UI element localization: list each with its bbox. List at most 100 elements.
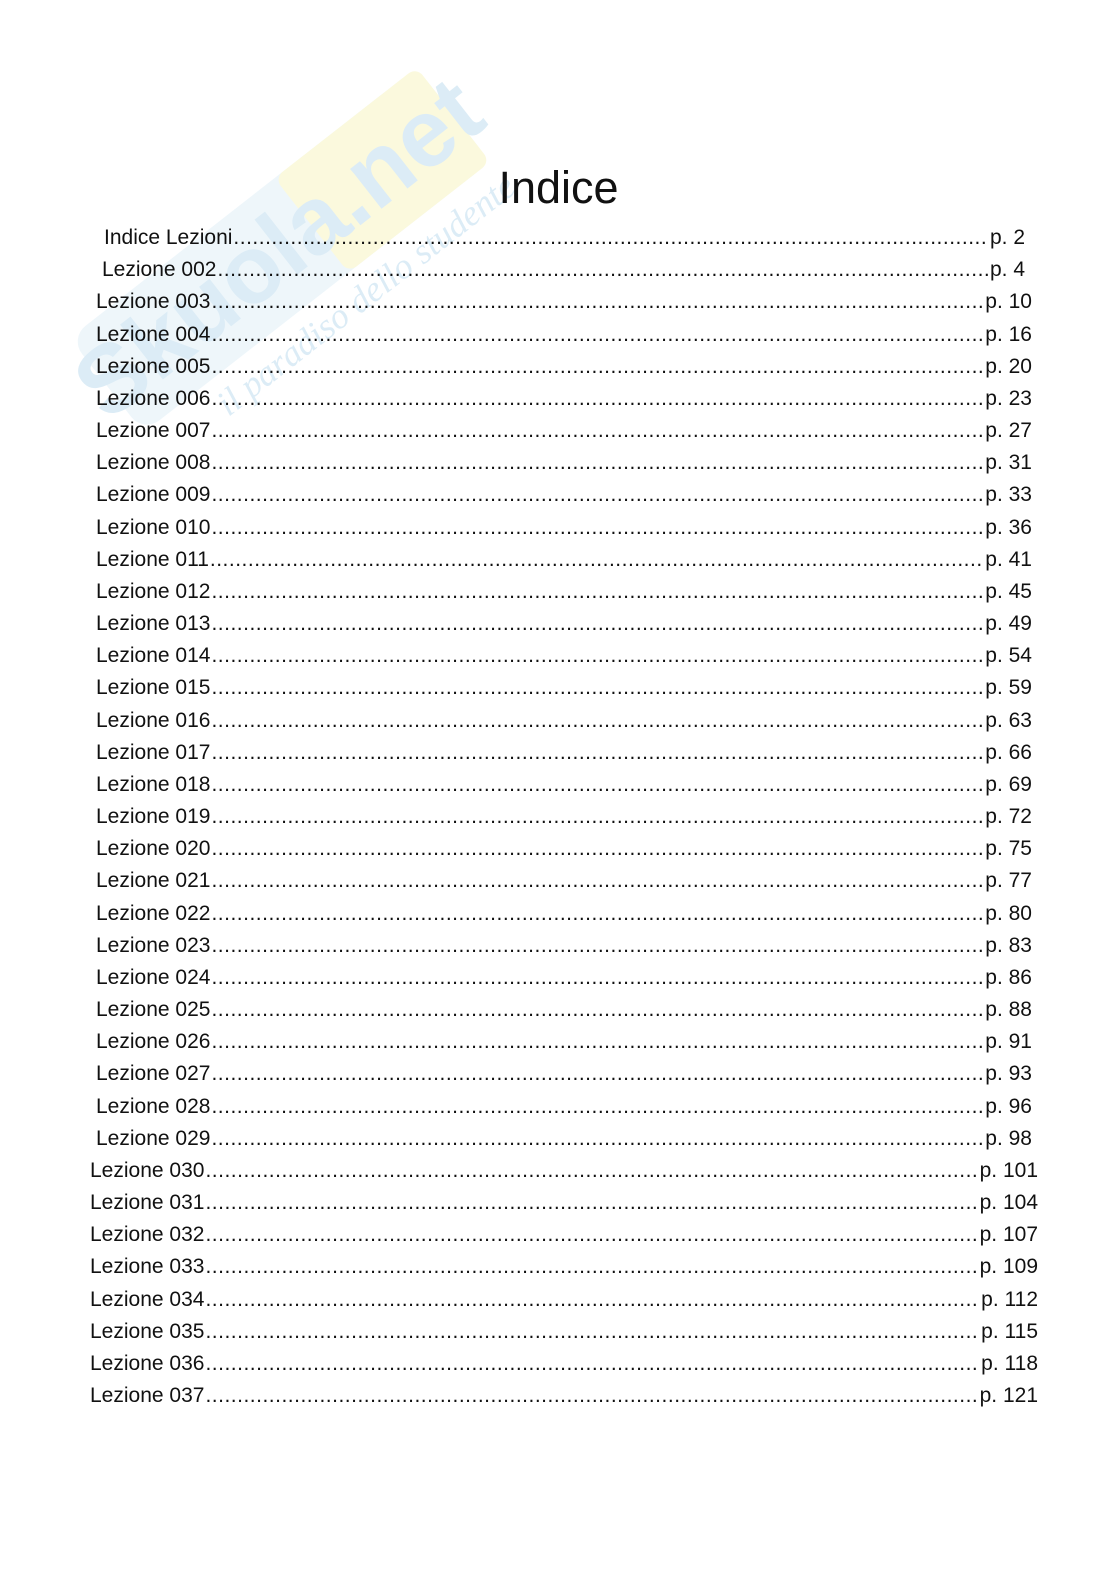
entry-label: Lezione 010 <box>96 515 211 539</box>
dot-leader <box>211 709 984 733</box>
entry-page: p. 41 <box>985 547 1032 571</box>
toc-entry: Lezione 032 p. 107 <box>90 1223 1038 1251</box>
toc-entry: Lezione 031 p. 104 <box>90 1191 1038 1219</box>
dot-leader <box>211 516 984 540</box>
dot-leader <box>211 419 984 443</box>
dot-leader <box>211 323 984 347</box>
entry-page: p. 66 <box>985 740 1032 764</box>
toc-entry: Lezione 024 p. 86 <box>96 966 1032 994</box>
toc-entry: Lezione 018 p. 69 <box>96 773 1032 801</box>
watermark-shape <box>77 75 483 425</box>
entry-label: Lezione 023 <box>96 933 211 957</box>
toc-entry: Lezione 015 p. 59 <box>96 676 1032 704</box>
entry-label: Lezione 005 <box>96 354 211 378</box>
dot-leader <box>205 1191 978 1215</box>
entry-label: Lezione 025 <box>96 998 211 1022</box>
dot-leader <box>205 1288 980 1312</box>
toc-entry: Lezione 029 p. 98 <box>96 1127 1032 1155</box>
toc-entry: Lezione 019 p. 72 <box>96 805 1032 833</box>
entry-page: p. 96 <box>985 1094 1032 1118</box>
entry-label: Lezione 015 <box>96 676 211 700</box>
toc-entry: Lezione 017 p. 66 <box>96 741 1032 769</box>
toc-entry: Lezione 014 p. 54 <box>96 644 1032 672</box>
toc-entry: Lezione 020 p. 75 <box>96 837 1032 865</box>
toc-entry: Lezione 030 p. 101 <box>90 1159 1038 1187</box>
toc-entry: Lezione 035 p. 115 <box>90 1320 1038 1348</box>
entry-page: p. 4 <box>989 258 1025 282</box>
toc-entry: Lezione 008 p. 31 <box>96 451 1032 479</box>
dot-leader <box>211 1095 984 1119</box>
entry-page: p. 112 <box>981 1287 1038 1311</box>
entry-page: p. 23 <box>985 386 1032 410</box>
dot-leader <box>211 837 984 861</box>
entry-label: Lezione 036 <box>90 1351 205 1375</box>
dot-leader <box>211 644 984 668</box>
entry-label: Lezione 009 <box>96 483 211 507</box>
toc-entry: Lezione 028 p. 96 <box>96 1095 1032 1123</box>
entry-page: p. 80 <box>985 901 1032 925</box>
dot-leader <box>211 290 984 314</box>
dot-leader <box>211 676 984 700</box>
dot-leader <box>211 934 984 958</box>
entry-label: Lezione 030 <box>90 1158 205 1182</box>
dot-leader <box>233 226 989 250</box>
toc-entry: Lezione 010 p. 36 <box>96 516 1032 544</box>
dot-leader <box>205 1255 978 1279</box>
entry-page: p. 31 <box>985 451 1032 475</box>
entry-label: Lezione 020 <box>96 837 211 861</box>
entry-label: Lezione 024 <box>96 965 211 989</box>
entry-label: Lezione 011 <box>96 547 209 571</box>
dot-leader <box>211 451 984 475</box>
toc-entry: Lezione 027 p. 93 <box>96 1062 1032 1090</box>
toc-entry: Lezione 036 p. 118 <box>90 1352 1038 1380</box>
entry-label: Lezione 031 <box>90 1191 205 1215</box>
entry-label: Lezione 013 <box>96 612 211 636</box>
entry-page: p. 109 <box>979 1255 1038 1279</box>
entry-page: p. 91 <box>985 1030 1032 1054</box>
entry-page: p. 20 <box>985 354 1032 378</box>
toc-entry: Lezione 016 p. 63 <box>96 709 1032 737</box>
entry-label: Indice Lezioni <box>104 226 233 249</box>
entry-label: Lezione 034 <box>90 1287 205 1311</box>
watermark-shape <box>278 71 487 269</box>
entry-page: p. 2 <box>989 226 1025 249</box>
entry-page: p. 107 <box>979 1223 1038 1247</box>
entry-page: p. 104 <box>979 1191 1038 1215</box>
toc-entry: Lezione 012 p. 45 <box>96 580 1032 608</box>
toc-entry: Lezione 033 p. 109 <box>90 1255 1038 1283</box>
entry-label: Lezione 032 <box>90 1223 205 1247</box>
entry-page: p. 93 <box>985 1062 1032 1086</box>
entry-label: Lezione 008 <box>96 451 211 475</box>
entry-label: Lezione 021 <box>96 869 211 893</box>
entry-label: Lezione 028 <box>96 1094 211 1118</box>
dot-leader <box>211 1030 984 1054</box>
entry-page: p. 86 <box>985 965 1032 989</box>
entry-page: p. 49 <box>985 612 1032 636</box>
dot-leader <box>217 258 989 282</box>
dot-leader <box>210 548 984 572</box>
entry-page: p. 16 <box>985 322 1032 346</box>
entry-label: Lezione 012 <box>96 579 211 603</box>
dot-leader <box>205 1159 978 1183</box>
entry-label: Lezione 004 <box>96 322 211 346</box>
dot-leader <box>211 902 984 926</box>
entry-page: p. 33 <box>985 483 1032 507</box>
toc-entry: Lezione 037 p. 121 <box>90 1384 1038 1412</box>
entry-page: p. 83 <box>985 933 1032 957</box>
entry-label: Lezione 006 <box>96 386 211 410</box>
dot-leader <box>211 741 984 765</box>
entry-label: Lezione 033 <box>90 1255 205 1279</box>
dot-leader <box>211 483 984 507</box>
dot-leader <box>211 805 984 829</box>
entry-page: p. 45 <box>985 579 1032 603</box>
entry-label: Lezione 026 <box>96 1030 211 1054</box>
entry-label: Lezione 018 <box>96 772 211 796</box>
entry-page: p. 72 <box>985 805 1032 829</box>
dot-leader <box>205 1320 980 1344</box>
entry-label: Lezione 003 <box>96 290 211 314</box>
toc-entry: Lezione 034 p. 112 <box>90 1288 1038 1316</box>
toc-entry: Lezione 022 p. 80 <box>96 902 1032 930</box>
toc-entry: Lezione 025 p. 88 <box>96 998 1032 1026</box>
entry-page: p. 121 <box>979 1384 1038 1408</box>
